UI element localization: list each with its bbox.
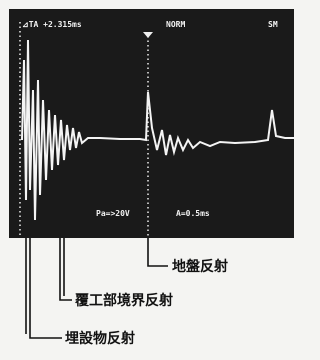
timebase-setting: A=0.5ms	[176, 209, 210, 218]
buried-label: 埋設物反射	[65, 330, 135, 347]
delta-readout: ⊿TA +2.315ms	[22, 20, 82, 29]
figure: ⊿TA +2.315ms NORM SM Pa=>20V A=0.5ms 地盤反…	[0, 0, 294, 356]
mode: NORM	[166, 20, 185, 29]
leader-line	[60, 238, 72, 300]
ground-label: 地盤反射	[172, 258, 228, 275]
leader-line	[148, 238, 168, 266]
voltage-setting: Pa=>20V	[96, 209, 130, 218]
right-label: SM	[268, 20, 278, 29]
lining-label: 覆工部境界反射	[75, 292, 173, 309]
leader-line	[30, 238, 62, 338]
